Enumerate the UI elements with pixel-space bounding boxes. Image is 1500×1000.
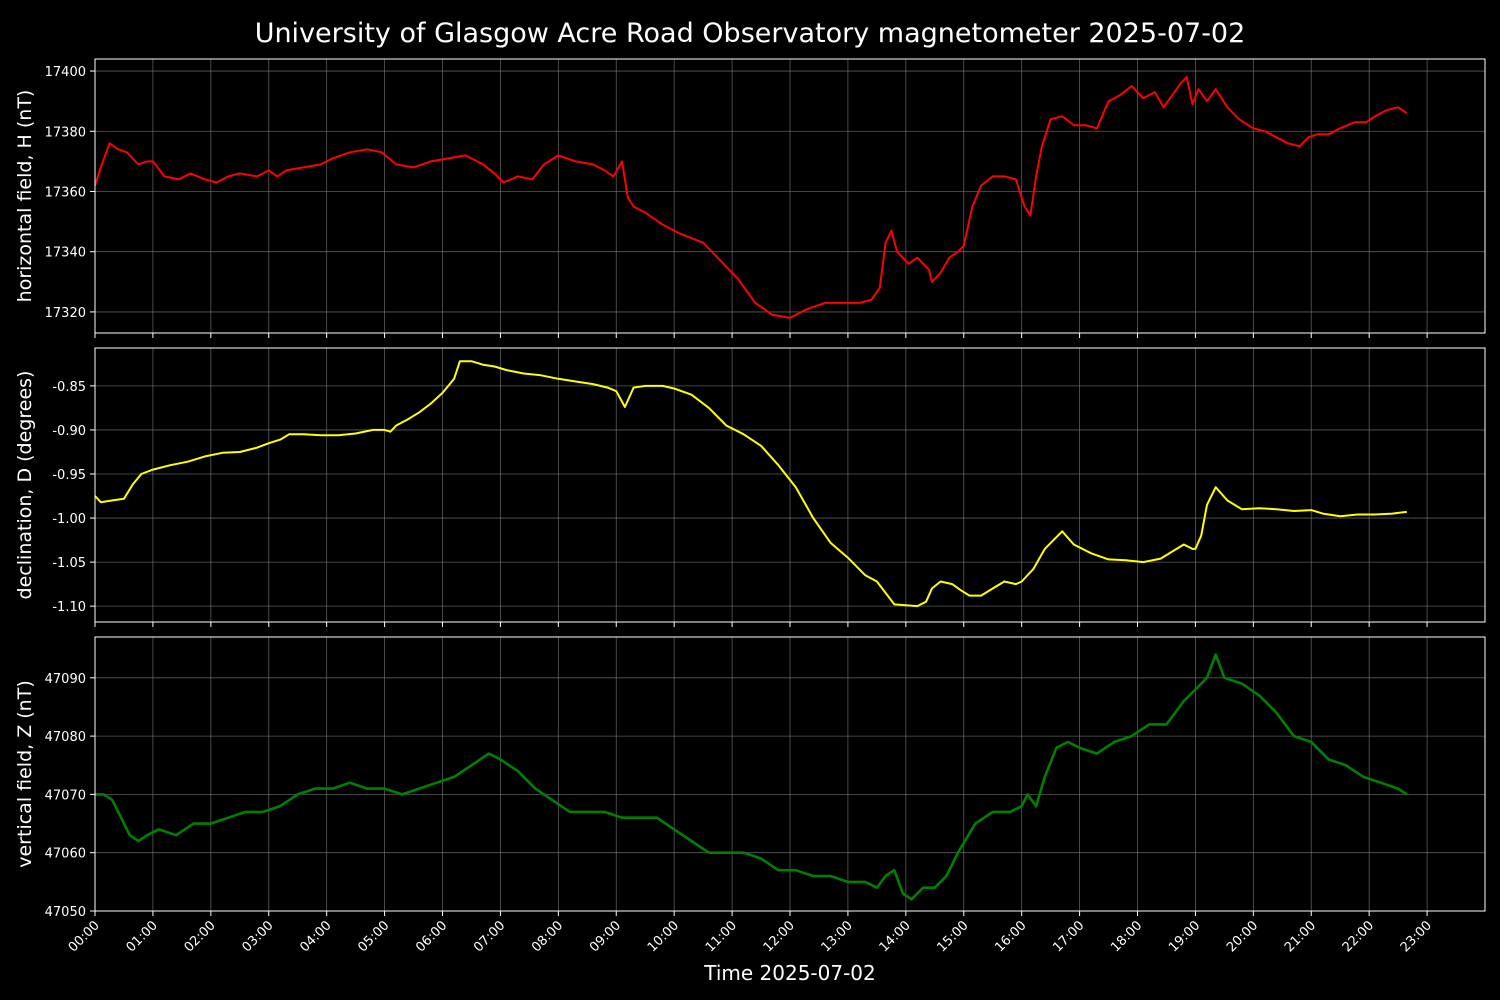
horizontal-field-axes-frame — [94, 58, 1486, 334]
declination-series-line — [94, 360, 1407, 608]
declination-y-axis-label: declination, D (degrees) — [14, 371, 36, 600]
horizontal-field-panel: 17320 17340 17360 17380 17400 horizontal fiel… — [14, 58, 1486, 338]
y-tick-label: 17400 — [45, 65, 86, 80]
chart-panels: 17320 17340 17360 17380 17400 horizontal fiel… — [14, 58, 1486, 920]
y-tick-label: -1.10 — [52, 600, 86, 615]
y-tick-label: 17340 — [45, 246, 86, 261]
y-tick-label: 17360 — [45, 185, 86, 200]
y-tick-label: 47090 — [45, 672, 86, 687]
y-tick-label: -0.95 — [52, 468, 86, 483]
declination-panel: -0.85 -0.90 -0.95 -1.00 -1.05 -1.10 declinatio… — [14, 347, 1486, 627]
y-tick-label: -0.90 — [52, 424, 86, 439]
y-tick-label: 17380 — [45, 125, 86, 140]
horizontal-field-y-axis-label: horizontal field, H (nT) — [14, 90, 36, 303]
vertical-field-axes-frame — [94, 636, 1486, 912]
y-tick-label: -1.05 — [52, 556, 86, 571]
y-tick-label: -1.00 — [52, 512, 86, 527]
x-axis-label: Time 2025-07-02 — [703, 961, 876, 985]
y-tick-label: 47070 — [45, 788, 86, 803]
vertical-field-y-axis-label: vertical field, Z (nT) — [14, 680, 36, 868]
figure-title: University of Glasgow Acre Road Observat… — [255, 18, 1246, 49]
declination-axes-frame — [94, 347, 1486, 623]
vertical-field-panel: 47050 47060 47070 47080 47090 vertical field,… — [14, 636, 1486, 920]
y-tick-label: 17320 — [45, 306, 86, 321]
y-tick-label: 47060 — [45, 847, 86, 862]
y-tick-label: 47050 — [45, 905, 86, 920]
y-tick-label: -0.85 — [52, 380, 86, 395]
vertical-field-series-line — [95, 653, 1408, 901]
horizontal-field-series-line — [94, 76, 1408, 319]
y-tick-label: 47080 — [45, 730, 86, 745]
